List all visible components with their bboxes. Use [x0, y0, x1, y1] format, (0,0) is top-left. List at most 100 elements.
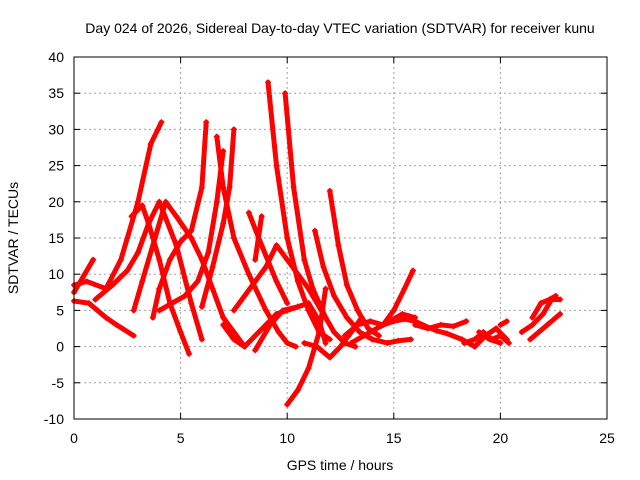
x-tick-label: 25	[599, 430, 615, 446]
data-point	[294, 278, 301, 285]
data-point	[450, 323, 457, 330]
data-point	[241, 343, 248, 350]
data-point	[294, 303, 301, 310]
data-point	[220, 321, 227, 328]
data-point	[90, 256, 97, 263]
data-point	[537, 300, 544, 307]
data-point	[273, 162, 280, 169]
data-point	[203, 119, 210, 126]
y-tick-label: 15	[48, 230, 64, 246]
data-point	[230, 235, 237, 241]
data-point	[188, 235, 195, 241]
data-point	[476, 329, 483, 336]
data-point	[102, 314, 109, 321]
data-point	[343, 282, 350, 289]
x-tick-label: 5	[177, 430, 185, 446]
data-point	[348, 339, 355, 346]
data-point	[284, 401, 291, 408]
series-arc-9	[198, 126, 237, 310]
data-point	[557, 311, 564, 318]
data-point	[124, 267, 131, 274]
series-trace	[529, 293, 559, 321]
x-tick-label: 0	[70, 430, 78, 446]
data-point	[375, 332, 382, 339]
series-arc-5	[130, 198, 248, 350]
data-point	[401, 316, 408, 323]
data-point	[367, 318, 374, 325]
data-point	[424, 325, 431, 332]
data-point	[273, 278, 280, 285]
data-point	[265, 79, 272, 86]
series-trace	[527, 311, 563, 342]
series-trace	[252, 213, 265, 263]
data-point	[497, 321, 504, 328]
data-point	[258, 213, 265, 220]
data-point	[177, 329, 184, 336]
data-point	[290, 184, 297, 191]
data-point	[284, 235, 291, 241]
data-point	[226, 184, 233, 191]
data-point	[305, 365, 312, 372]
data-point	[156, 285, 163, 292]
data-point	[220, 314, 227, 321]
data-point	[309, 285, 316, 292]
data-point	[252, 256, 259, 263]
data-point	[320, 263, 327, 270]
data-point	[331, 329, 338, 336]
data-point	[369, 336, 376, 343]
x-tick-label: 20	[493, 430, 509, 446]
series-arc-14	[245, 209, 291, 307]
data-point	[213, 133, 220, 140]
x-tick-label: 10	[279, 430, 295, 446]
data-point	[188, 300, 195, 307]
data-point	[535, 329, 542, 336]
series-trace	[214, 134, 299, 350]
data-point	[275, 329, 282, 336]
data-point	[128, 213, 135, 220]
axis-ticks: -10 -5 0 5 10 15 20 25 30 35 40 0 5 10 15 20 25	[44, 49, 615, 446]
data-point	[113, 321, 120, 328]
data-point	[301, 256, 308, 263]
y-tick-label: 35	[48, 85, 64, 101]
data-point	[360, 332, 367, 339]
series-arc-29	[497, 318, 510, 328]
data-point	[81, 271, 88, 278]
data-point	[156, 256, 163, 263]
data-point	[92, 296, 99, 303]
series-arc-15	[252, 213, 265, 263]
y-tick-label: 25	[48, 158, 64, 174]
data-point	[384, 339, 391, 346]
data-point	[399, 311, 406, 318]
data-point	[546, 296, 553, 303]
data-point	[316, 329, 323, 336]
data-point	[518, 329, 525, 336]
data-point	[156, 198, 163, 205]
data-point	[544, 321, 551, 328]
data-point	[158, 119, 165, 126]
x-tick-label: 15	[386, 430, 402, 446]
y-tick-label: 5	[56, 302, 64, 318]
data-point	[407, 336, 414, 343]
data-point	[252, 332, 259, 339]
data-point	[552, 292, 559, 299]
data-point	[130, 307, 137, 314]
data-point	[493, 325, 500, 332]
data-point	[198, 184, 205, 191]
series-arc-25	[412, 318, 470, 332]
data-point	[326, 336, 333, 343]
data-point	[149, 314, 156, 321]
data-point	[273, 242, 280, 249]
data-point	[311, 227, 318, 234]
data-point	[85, 300, 92, 307]
data-point	[220, 184, 227, 191]
series-arc-8	[156, 148, 227, 314]
data-point	[314, 343, 321, 350]
data-point	[322, 339, 329, 346]
series-arc-7	[149, 119, 210, 321]
data-point	[354, 307, 361, 314]
series-arc-10	[213, 133, 299, 350]
data-point	[198, 336, 205, 343]
y-tick-label: 10	[48, 266, 64, 282]
data-point	[205, 249, 212, 256]
